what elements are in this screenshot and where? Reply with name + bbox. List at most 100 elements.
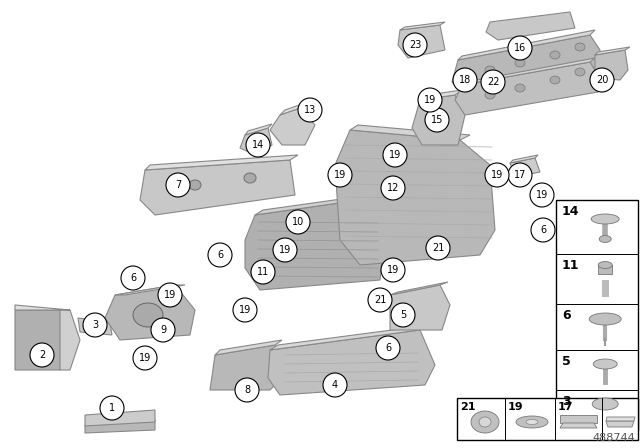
Ellipse shape: [599, 236, 611, 242]
Text: 3: 3: [92, 320, 98, 330]
Ellipse shape: [133, 303, 163, 327]
Text: 6: 6: [562, 309, 571, 322]
Text: 9: 9: [160, 325, 166, 335]
Polygon shape: [15, 305, 70, 310]
Polygon shape: [398, 25, 445, 58]
Polygon shape: [270, 108, 315, 145]
Text: 20: 20: [596, 75, 608, 85]
Circle shape: [298, 98, 322, 122]
Circle shape: [530, 183, 554, 207]
Text: 4: 4: [332, 380, 338, 390]
Ellipse shape: [244, 173, 256, 183]
Polygon shape: [606, 421, 634, 427]
Text: 19: 19: [424, 95, 436, 105]
Circle shape: [425, 108, 449, 132]
Polygon shape: [270, 325, 430, 350]
Circle shape: [403, 33, 427, 57]
Ellipse shape: [598, 262, 612, 268]
Ellipse shape: [526, 419, 538, 425]
Text: 19: 19: [508, 402, 524, 412]
Circle shape: [328, 163, 352, 187]
Circle shape: [531, 218, 555, 242]
Text: 16: 16: [514, 43, 526, 53]
Text: 5: 5: [562, 355, 571, 368]
Circle shape: [233, 298, 257, 322]
Circle shape: [246, 133, 270, 157]
Text: 13: 13: [304, 105, 316, 115]
Polygon shape: [510, 155, 538, 163]
Text: 5: 5: [400, 310, 406, 320]
Ellipse shape: [593, 359, 617, 369]
Ellipse shape: [550, 76, 560, 84]
Polygon shape: [245, 124, 272, 135]
Polygon shape: [455, 62, 598, 115]
Circle shape: [133, 346, 157, 370]
Polygon shape: [105, 285, 195, 340]
Polygon shape: [412, 95, 465, 145]
Circle shape: [166, 173, 190, 197]
Circle shape: [391, 303, 415, 327]
Text: 19: 19: [164, 290, 176, 300]
Polygon shape: [420, 90, 462, 100]
Polygon shape: [595, 47, 630, 55]
Text: 14: 14: [252, 140, 264, 150]
Text: 6: 6: [540, 225, 546, 235]
Text: 19: 19: [279, 245, 291, 255]
Text: 19: 19: [387, 265, 399, 275]
Circle shape: [508, 163, 532, 187]
Circle shape: [100, 396, 124, 420]
Text: 14: 14: [562, 205, 579, 218]
Text: 19: 19: [536, 190, 548, 200]
Text: 11: 11: [257, 267, 269, 277]
Text: 6: 6: [130, 273, 136, 283]
Circle shape: [235, 378, 259, 402]
Ellipse shape: [189, 180, 201, 190]
Ellipse shape: [592, 398, 618, 410]
Text: 11: 11: [562, 259, 579, 272]
Text: 6: 6: [217, 250, 223, 260]
Ellipse shape: [575, 43, 585, 51]
Text: 21: 21: [432, 243, 444, 253]
Ellipse shape: [479, 417, 491, 427]
Circle shape: [481, 70, 505, 94]
FancyBboxPatch shape: [457, 398, 638, 440]
Ellipse shape: [515, 84, 525, 92]
Text: 18: 18: [459, 75, 471, 85]
Polygon shape: [115, 285, 185, 295]
Polygon shape: [400, 22, 445, 30]
Polygon shape: [486, 12, 575, 40]
Circle shape: [323, 373, 347, 397]
Circle shape: [30, 343, 54, 367]
Circle shape: [426, 236, 450, 260]
Text: 19: 19: [491, 170, 503, 180]
Ellipse shape: [589, 313, 621, 325]
Text: 12: 12: [387, 183, 399, 193]
Polygon shape: [245, 200, 385, 290]
Polygon shape: [335, 130, 495, 265]
Polygon shape: [268, 330, 435, 395]
Circle shape: [418, 88, 442, 112]
Text: 17: 17: [558, 402, 573, 412]
Ellipse shape: [591, 214, 620, 224]
Circle shape: [383, 143, 407, 167]
FancyBboxPatch shape: [598, 265, 612, 274]
Polygon shape: [452, 35, 600, 95]
Circle shape: [286, 210, 310, 234]
Text: 23: 23: [409, 40, 421, 50]
Text: 15: 15: [431, 115, 443, 125]
Polygon shape: [390, 285, 450, 330]
Ellipse shape: [485, 66, 495, 74]
Circle shape: [453, 68, 477, 92]
Polygon shape: [510, 158, 540, 177]
Polygon shape: [606, 417, 635, 421]
Polygon shape: [78, 318, 112, 335]
Ellipse shape: [515, 59, 525, 67]
Text: 8: 8: [244, 385, 250, 395]
Polygon shape: [458, 30, 595, 60]
Circle shape: [508, 36, 532, 60]
Polygon shape: [145, 155, 298, 170]
FancyBboxPatch shape: [556, 200, 638, 430]
Circle shape: [151, 318, 175, 342]
Polygon shape: [60, 310, 80, 370]
Ellipse shape: [550, 51, 560, 59]
